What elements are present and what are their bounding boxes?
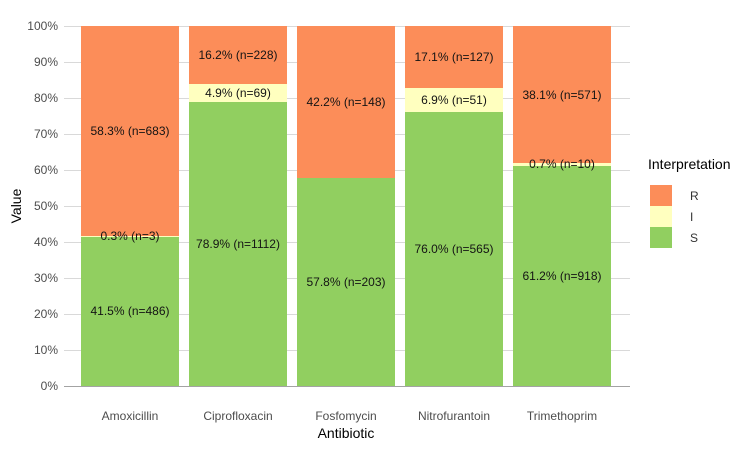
legend-swatch-i: [650, 206, 672, 227]
bar-segment-r: [189, 26, 287, 85]
bar-segment-i: [189, 84, 287, 102]
bar-segment-i: [513, 163, 611, 166]
y-tick-label: 20%: [33, 307, 58, 321]
bar-segment-label: 78.9% (n=1112): [196, 236, 280, 251]
bar-segment-r: [513, 26, 611, 164]
x-axis-title: Antibiotic: [317, 425, 375, 441]
bar-segment-label: 6.9% (n=51): [421, 92, 487, 107]
bar-segment-i: [81, 235, 179, 237]
x-tick-label: Trimethoprim: [526, 409, 598, 423]
y-tick-label: 80%: [33, 91, 58, 105]
y-tick-label: 100%: [27, 19, 58, 33]
legend-label-r: R: [690, 189, 699, 203]
bar-segment-s: [189, 101, 287, 386]
bar-segment-label: 42.2% (n=148): [306, 94, 386, 109]
bar-segment-label: 76.0% (n=565): [414, 242, 494, 257]
bar-segment-s: [513, 165, 611, 386]
bar-segment-label: 38.1% (n=571): [522, 87, 602, 102]
legend-swatch-s: [650, 227, 672, 248]
legend-swatch-r: [650, 185, 672, 206]
bar-segment-s: [405, 112, 503, 386]
y-tick-label: 50%: [33, 199, 58, 213]
legend-title: Interpretation: [648, 156, 731, 172]
bar-segment-label: 0.7% (n=10): [529, 157, 595, 172]
x-tick-label: Nitrofurantoin: [417, 409, 491, 423]
y-tick-label: 90%: [33, 55, 58, 69]
bar-segment-label: 41.5% (n=486): [90, 304, 170, 319]
y-tick-label: 60%: [33, 163, 58, 177]
bar-segment-s: [297, 177, 395, 386]
bar-segment-s: [81, 236, 179, 386]
bar-segment-r: [297, 26, 395, 178]
bar-segment-r: [81, 26, 179, 236]
bar-segment-label: 58.3% (n=683): [90, 123, 170, 138]
bar-segment-label: 57.8% (n=203): [306, 274, 386, 289]
bar-segment-i: [405, 87, 503, 113]
x-tick-label: Amoxicillin: [101, 409, 159, 423]
y-tick-label: 30%: [33, 271, 58, 285]
legend-label-s: S: [690, 231, 699, 245]
bar-segment-r: [405, 26, 503, 88]
y-tick-label: 10%: [33, 343, 58, 357]
y-tick-label: 40%: [33, 235, 58, 249]
legend-label-i: I: [690, 210, 694, 224]
bar-segment-label: 61.2% (n=918): [522, 268, 602, 283]
y-tick-label: 0%: [40, 379, 58, 393]
x-axis-line: [64, 386, 630, 387]
y-tick-label: 70%: [33, 127, 58, 141]
bar-segment-label: 16.2% (n=228): [198, 48, 278, 63]
bar-segment-label: 4.9% (n=69): [205, 86, 271, 101]
bar-segment-label: 17.1% (n=127): [414, 49, 494, 64]
bar-segment-label: 0.3% (n=3): [100, 229, 160, 244]
x-tick-label: Ciprofloxacin: [203, 409, 273, 423]
x-tick-label: Fosfomycin: [315, 409, 377, 423]
